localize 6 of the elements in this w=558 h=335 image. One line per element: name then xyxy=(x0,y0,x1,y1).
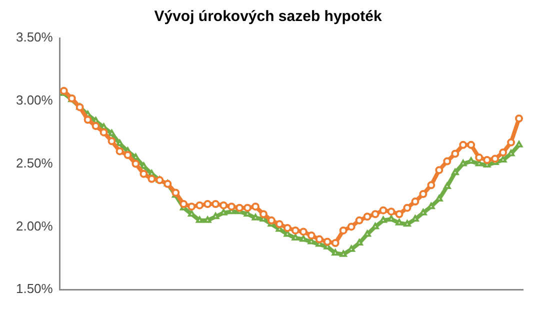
y-tick-label: 2.50% xyxy=(16,155,54,170)
y-tick-label: 1.50% xyxy=(16,281,54,296)
chart-title: Vývoj úrokových sazeb hypoték xyxy=(154,8,382,26)
y-tick-label: 3.00% xyxy=(16,92,54,108)
y-tick-label: 2.00% xyxy=(16,218,54,234)
y-tick-label: 3.50% xyxy=(16,30,54,45)
